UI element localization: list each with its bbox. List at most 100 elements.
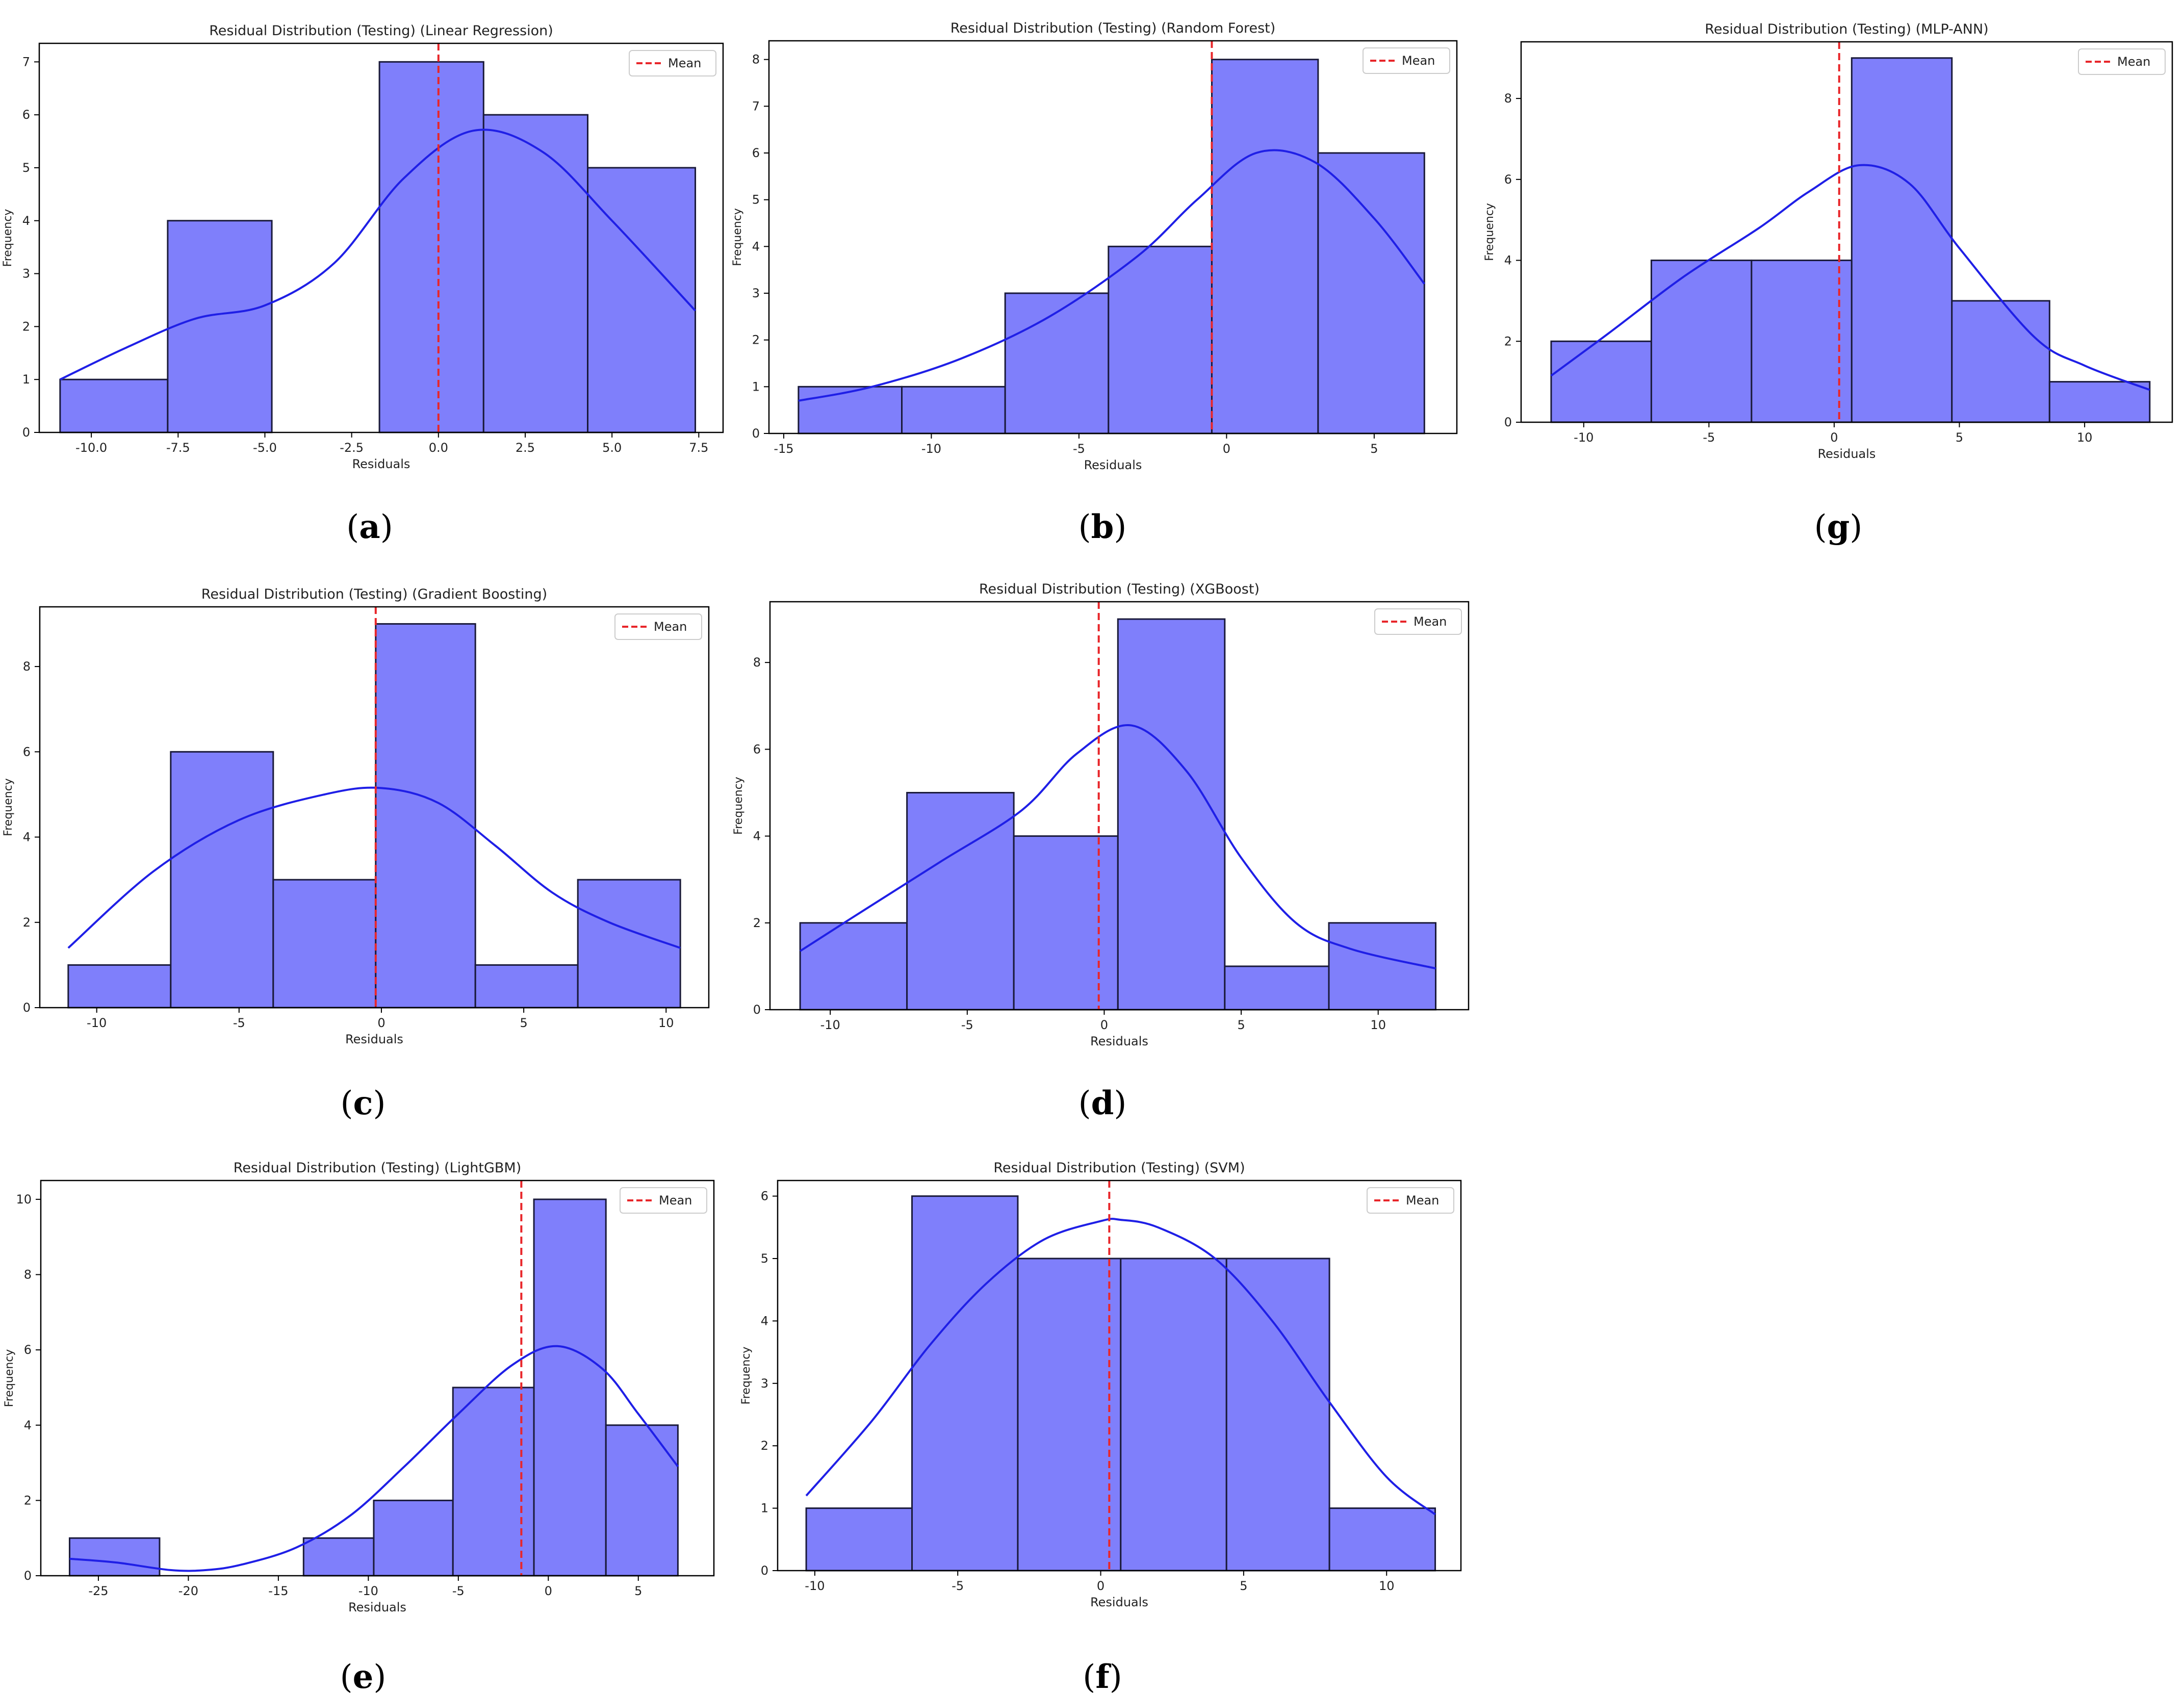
x-tick-label: 5: [1956, 430, 1963, 445]
histogram-bar: [68, 1537, 161, 1577]
x-tick-label: -10.0: [75, 441, 107, 455]
axes-frame: [768, 40, 1458, 434]
y-tick-label: 6: [1504, 172, 1512, 187]
histogram-bar: [2048, 381, 2151, 423]
kde-curve: [1550, 164, 2150, 391]
histogram-bar: [1751, 260, 1853, 423]
axes-frame: [39, 606, 710, 1009]
x-tick-label: -10: [820, 1018, 840, 1032]
histogram-bar: [906, 791, 1015, 1011]
x-tick-label: 5.0: [602, 441, 622, 455]
axes-frame: [38, 42, 724, 433]
caption-letter: f: [1095, 1658, 1111, 1693]
x-tick-label: -20: [178, 1584, 198, 1598]
caption-open-paren: (: [1814, 508, 1827, 546]
y-tick-label: 2: [761, 1439, 768, 1453]
caption-close-paren: ): [1110, 1658, 1122, 1693]
x-tick-label: 10: [1379, 1579, 1395, 1593]
histogram-bar: [1120, 1258, 1227, 1572]
y-tick-label: 7: [22, 55, 30, 69]
y-tick-label: 5: [22, 161, 30, 175]
y-tick-label: 4: [24, 1418, 32, 1432]
x-tick-label: -2.5: [340, 441, 364, 455]
histogram-bar: [1224, 965, 1330, 1011]
x-tick-label: -5: [952, 1579, 964, 1593]
caption-open-paren: (: [341, 1085, 353, 1122]
y-tick-label: 0: [1504, 415, 1512, 429]
caption-close-paren: ): [373, 1085, 386, 1122]
kde-curve: [805, 1218, 1436, 1516]
panel-caption-f: (f): [1083, 1658, 1122, 1693]
histogram-bar: [1317, 152, 1425, 434]
x-tick-label: -5: [1073, 442, 1085, 456]
chart-a: -10.0 -7.5 -5.0 -2.5 0.0 2.5 5.0 7.5 0 1 2 3 4 5 6 7 Res…: [2, 23, 724, 471]
histogram-bar: [911, 1195, 1019, 1572]
x-tick-label: 0.0: [429, 441, 448, 455]
x-tick-label: -10: [358, 1584, 378, 1598]
x-tick-label: 5: [1237, 1018, 1245, 1032]
histogram-bar: [805, 1507, 913, 1572]
y-tick-label: 2: [752, 333, 760, 347]
caption-open-paren: (: [1078, 508, 1091, 546]
legend-box: [1367, 1187, 1454, 1214]
x-tick-label: 5: [520, 1016, 527, 1030]
x-tick-label: -5: [961, 1018, 973, 1032]
chart-title: Residual Distribution (Testing) (MLP-ANN…: [1705, 21, 1988, 37]
histogram-bar: [577, 879, 681, 1009]
histogram-bar: [1951, 300, 2050, 423]
y-tick-label: 3: [752, 286, 760, 300]
y-tick-label: 4: [753, 829, 761, 843]
x-tick-label: 2.5: [516, 441, 535, 455]
caption-close-paren: ): [380, 508, 393, 546]
x-axis-label: Residuals: [1084, 458, 1142, 472]
x-tick-label: 0: [545, 1584, 552, 1598]
x-tick-label: -5: [233, 1016, 245, 1030]
x-tick-label: -5: [452, 1584, 465, 1598]
chart-f: -10 -5 0 5 10 0 1 2 3 4 5 6 Residual Distribution (T…: [740, 1160, 1462, 1609]
caption-close-paren: ): [1114, 508, 1126, 546]
y-tick-label: 0: [23, 1001, 31, 1015]
chart-g: -10 -5 0 5 10 0 2 4 6 8 Residual Distribution (Tes…: [1483, 21, 2173, 461]
histogram-bar: [272, 879, 377, 1009]
histogram-bar: [167, 220, 273, 433]
histogram-bar: [533, 1198, 607, 1577]
y-tick-label: 5: [752, 193, 760, 207]
histogram-bar: [901, 386, 1006, 434]
x-tick-label: -25: [88, 1584, 108, 1598]
histogram-bar: [1211, 59, 1319, 434]
y-tick-label: 8: [23, 659, 31, 674]
y-tick-label: 0: [752, 426, 760, 441]
histogram-bar: [798, 386, 903, 434]
chart-d: -10 -5 0 5 10 0 2 4 6 8 Residual Distribution (Tes…: [732, 581, 1470, 1048]
y-tick-label: 1: [22, 372, 30, 387]
panel-caption-b: (b): [1078, 508, 1127, 546]
caption-letter: d: [1091, 1084, 1114, 1122]
x-tick-label: 0: [1100, 1018, 1108, 1032]
x-tick-label: 0: [1097, 1579, 1104, 1593]
kde-curve: [59, 129, 697, 380]
caption-letter: e: [353, 1658, 374, 1693]
y-tick-label: 3: [22, 267, 30, 281]
y-tick-label: 6: [753, 742, 761, 756]
y-tick-label: 4: [752, 239, 760, 253]
kde-curve: [69, 1345, 679, 1572]
x-tick-label: 0: [1830, 430, 1838, 445]
panel-caption-g: (g): [1814, 508, 1863, 546]
x-tick-label: 0: [1223, 442, 1230, 456]
y-axis-label: Frequency: [3, 1349, 16, 1407]
y-tick-label: 2: [22, 319, 30, 334]
y-tick-label: 2: [1504, 334, 1512, 348]
caption-close-paren: ): [373, 1658, 386, 1693]
x-tick-label: 10: [2077, 430, 2093, 445]
caption-open-paren: (: [340, 1658, 353, 1693]
histogram-bar: [1117, 618, 1226, 1011]
chart-e: -25 -20 -15 -10 -5 0 5 0 2 4 6 8 10 Residual Distribu…: [3, 1160, 715, 1614]
histogram-bar: [587, 167, 697, 433]
histogram-bar: [605, 1424, 679, 1577]
histogram-bar: [378, 61, 484, 433]
x-tick-label: 7.5: [689, 441, 708, 455]
histogram-bar: [170, 751, 274, 1009]
kde-curve: [800, 724, 1436, 970]
x-axis-label: Residuals: [352, 457, 410, 471]
